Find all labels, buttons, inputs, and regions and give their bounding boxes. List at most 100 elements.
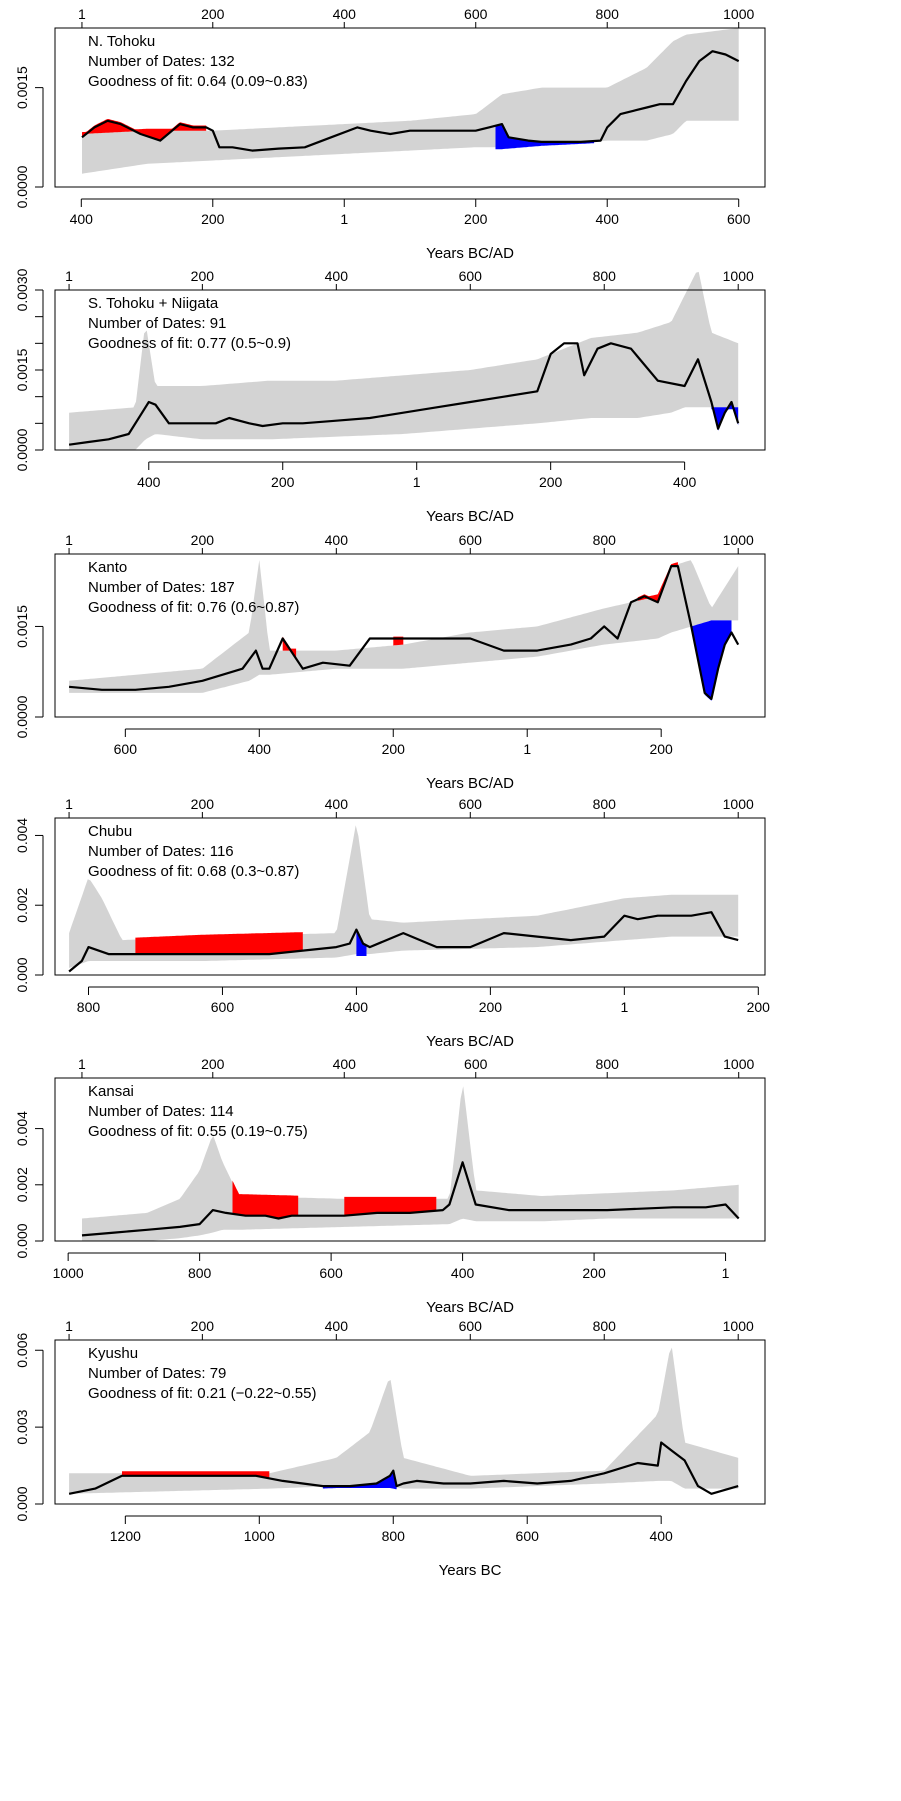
top-tick-label: 200 [201, 1056, 225, 1072]
excess-positive-area [82, 119, 207, 141]
top-tick-label: 800 [593, 532, 617, 548]
x-tick-label: 600 [114, 741, 138, 757]
x-tick-label: 400 [248, 741, 272, 757]
region-name: Chubu [88, 823, 132, 840]
x-tick-label: 800 [382, 1528, 406, 1544]
region-stat: Goodness of fit: 0.77 (0.5~0.9) [88, 335, 291, 352]
top-tick-label: 600 [459, 532, 483, 548]
region-name: N. Tohoku [88, 33, 155, 50]
x-tick-label: 600 [319, 1265, 343, 1281]
top-tick-label: 1 [78, 1056, 86, 1072]
excess-negative-area [691, 620, 732, 701]
chart-panel: 0.000 0.002 0.004 1 200 400 600 800 1000 1000 800 6… [14, 1056, 766, 1316]
y-tick-label: 0.0015 [14, 605, 30, 648]
top-tick-label: 1000 [723, 532, 754, 548]
top-tick-label: 600 [464, 1056, 488, 1072]
top-tick-label: 400 [325, 532, 349, 548]
top-tick-label: 600 [459, 796, 483, 812]
top-tick-label: 400 [325, 268, 349, 284]
x-axis-title: Years BC/AD [426, 1033, 514, 1050]
region-name: Kyushu [88, 1345, 138, 1362]
chart-panel: 0.0000 0.0015 1 200 400 600 800 1000 400 200 1 200 4… [14, 6, 766, 262]
chart-panel: 0.0000 0.0015 1 200 400 600 800 1000 600 400 200 1 2… [14, 532, 766, 792]
y-tick-label: 0.000 [14, 957, 30, 992]
series-line [81, 1161, 740, 1237]
region-stat: Number of Dates: 79 [88, 1365, 226, 1382]
region-stat: Number of Dates: 187 [88, 579, 235, 596]
y-tick-label: 0.0000 [14, 165, 30, 208]
region-stat: Goodness of fit: 0.55 (0.19~0.75) [88, 1123, 308, 1140]
chart-panel: 0.0000 0.0015 0.0030 1 200 400 600 800 1000 400 20… [14, 268, 766, 525]
x-tick-label: 200 [747, 999, 771, 1015]
x-tick-label: 1200 [110, 1528, 141, 1544]
region-stat: Number of Dates: 116 [88, 843, 234, 860]
top-tick-label: 1000 [723, 1318, 754, 1334]
x-tick-label: 1000 [53, 1265, 84, 1281]
y-tick-label: 0.000 [14, 1486, 30, 1521]
x-axis-title: Years BC/AD [426, 508, 514, 525]
y-tick-label: 0.004 [14, 1111, 30, 1146]
excess-positive-area [135, 932, 303, 955]
x-tick-label: 200 [582, 1265, 606, 1281]
x-tick-label: 400 [673, 474, 697, 490]
y-tick-label: 0.0000 [14, 428, 30, 471]
x-tick-label: 200 [464, 211, 488, 227]
x-tick-label: 200 [649, 741, 673, 757]
top-tick-label: 800 [593, 268, 617, 284]
x-axis-title: Years BC/AD [426, 775, 514, 792]
x-tick-label: 200 [382, 741, 406, 757]
x-tick-label: 400 [137, 474, 161, 490]
top-tick-label: 200 [191, 268, 215, 284]
excess-positive-area [232, 1180, 299, 1219]
region-stat: Goodness of fit: 0.64 (0.09~0.83) [88, 73, 308, 90]
excess-positive-area [344, 1196, 437, 1216]
x-tick-label: 600 [211, 999, 235, 1015]
x-tick-label: 800 [77, 999, 101, 1015]
series-line [68, 1441, 739, 1495]
x-tick-label: 800 [188, 1265, 212, 1281]
top-tick-label: 1000 [723, 1056, 754, 1072]
region-name: S. Tohoku + Niigata [88, 295, 219, 312]
x-tick-label: 600 [727, 211, 751, 227]
y-tick-label: 0.0030 [14, 268, 30, 311]
envelope-band [82, 28, 739, 174]
excess-negative-area [711, 402, 739, 431]
top-tick-label: 1000 [723, 6, 754, 22]
top-tick-label: 400 [333, 6, 357, 22]
x-tick-label: 1 [413, 474, 421, 490]
excess-negative-area [322, 1471, 397, 1490]
x-axis-title: Years BC/AD [426, 1299, 514, 1316]
series-line [68, 342, 740, 446]
x-tick-label: 200 [479, 999, 503, 1015]
region-stat: Number of Dates: 114 [88, 1103, 234, 1120]
region-stat: Goodness of fit: 0.21 (−0.22~0.55) [88, 1385, 317, 1402]
top-tick-label: 400 [325, 796, 349, 812]
series-line [68, 911, 739, 973]
x-tick-label: 400 [345, 999, 369, 1015]
top-tick-label: 200 [201, 6, 225, 22]
top-tick-label: 1 [65, 532, 73, 548]
y-tick-label: 0.002 [14, 1167, 30, 1202]
x-tick-label: 1000 [244, 1528, 275, 1544]
y-tick-label: 0.002 [14, 887, 30, 922]
x-tick-label: 200 [539, 474, 563, 490]
x-axis-title: Years BC/AD [426, 245, 514, 262]
chart-panel: 0.000 0.002 0.004 1 200 400 600 800 1000 800 600 40… [14, 796, 770, 1050]
region-stat: Goodness of fit: 0.68 (0.3~0.87) [88, 863, 299, 880]
top-tick-label: 800 [593, 796, 617, 812]
y-tick-label: 0.004 [14, 818, 30, 853]
y-tick-label: 0.0000 [14, 695, 30, 738]
x-tick-label: 400 [649, 1528, 673, 1544]
x-tick-label: 200 [201, 211, 225, 227]
x-tick-label: 1 [620, 999, 628, 1015]
x-tick-label: 1 [722, 1265, 730, 1281]
top-tick-label: 800 [593, 1318, 617, 1334]
envelope-band [69, 1347, 739, 1494]
x-tick-label: 400 [451, 1265, 475, 1281]
y-tick-label: 0.000 [14, 1223, 30, 1258]
x-tick-label: 200 [271, 474, 295, 490]
y-tick-label: 0.0015 [14, 66, 30, 109]
top-tick-label: 600 [459, 268, 483, 284]
